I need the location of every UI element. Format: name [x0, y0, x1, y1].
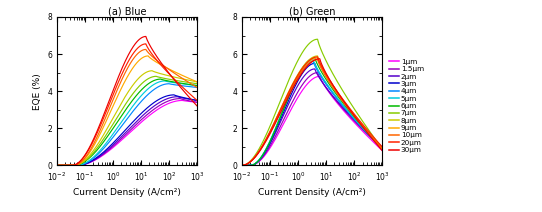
X-axis label: Current Density (A/cm²): Current Density (A/cm²)	[258, 188, 366, 197]
Title: (a) Blue: (a) Blue	[108, 6, 146, 16]
Title: (b) Green: (b) Green	[289, 6, 335, 16]
Y-axis label: EQE (%): EQE (%)	[33, 73, 42, 110]
X-axis label: Current Density (A/cm²): Current Density (A/cm²)	[73, 188, 181, 197]
Legend: 1μm, 1.5μm, 2μm, 3μm, 4μm, 5μm, 6μm, 7μm, 8μm, 9μm, 10μm, 20μm, 30μm: 1μm, 1.5μm, 2μm, 3μm, 4μm, 5μm, 6μm, 7μm…	[386, 56, 427, 156]
